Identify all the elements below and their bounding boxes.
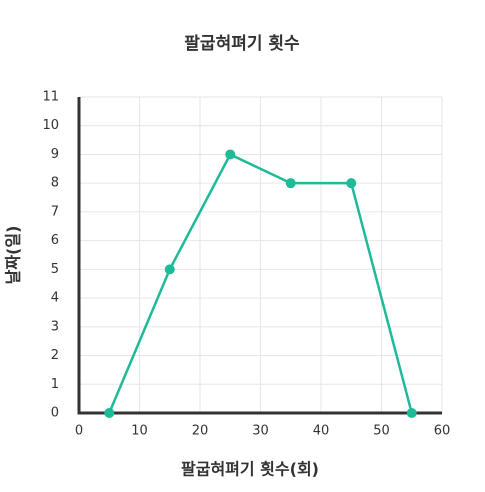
y-tick-label: 0 [51, 406, 59, 421]
x-tick-label: 10 [131, 424, 148, 439]
point [104, 408, 115, 418]
line [108, 152, 413, 414]
point [285, 178, 296, 189]
y-tick-label: 1 [51, 377, 59, 392]
x-tick-label: 60 [434, 424, 451, 439]
y-tick-label: 6 [51, 233, 59, 248]
point [406, 408, 417, 418]
point [164, 264, 175, 275]
chart-title: 팔굽혀펴기 횟수 [184, 34, 300, 54]
x-tick-label: 0 [75, 424, 83, 439]
x-axis-label: 팔굽혀펴기 횟수(회) [181, 460, 319, 479]
point [346, 178, 357, 189]
x-tick-label: 20 [192, 424, 209, 439]
y-tick-label: 2 [51, 348, 59, 363]
x-tick-label: 30 [252, 424, 269, 439]
y-tick-label: 4 [51, 291, 59, 306]
y-tick-label: 5 [51, 262, 59, 277]
y-axis-label: 날짜(일) [4, 226, 23, 285]
y-tick-label: 11 [42, 90, 59, 105]
x-tick-label: 40 [313, 424, 330, 439]
y-tick-label: 8 [51, 176, 59, 191]
y-tick-label: 3 [51, 319, 59, 334]
x-tick-label: 50 [373, 424, 390, 439]
y-tick-label: 7 [51, 204, 59, 219]
point [225, 149, 236, 160]
y-tick-label: 9 [51, 147, 59, 162]
y-tick-label: 10 [42, 118, 59, 133]
